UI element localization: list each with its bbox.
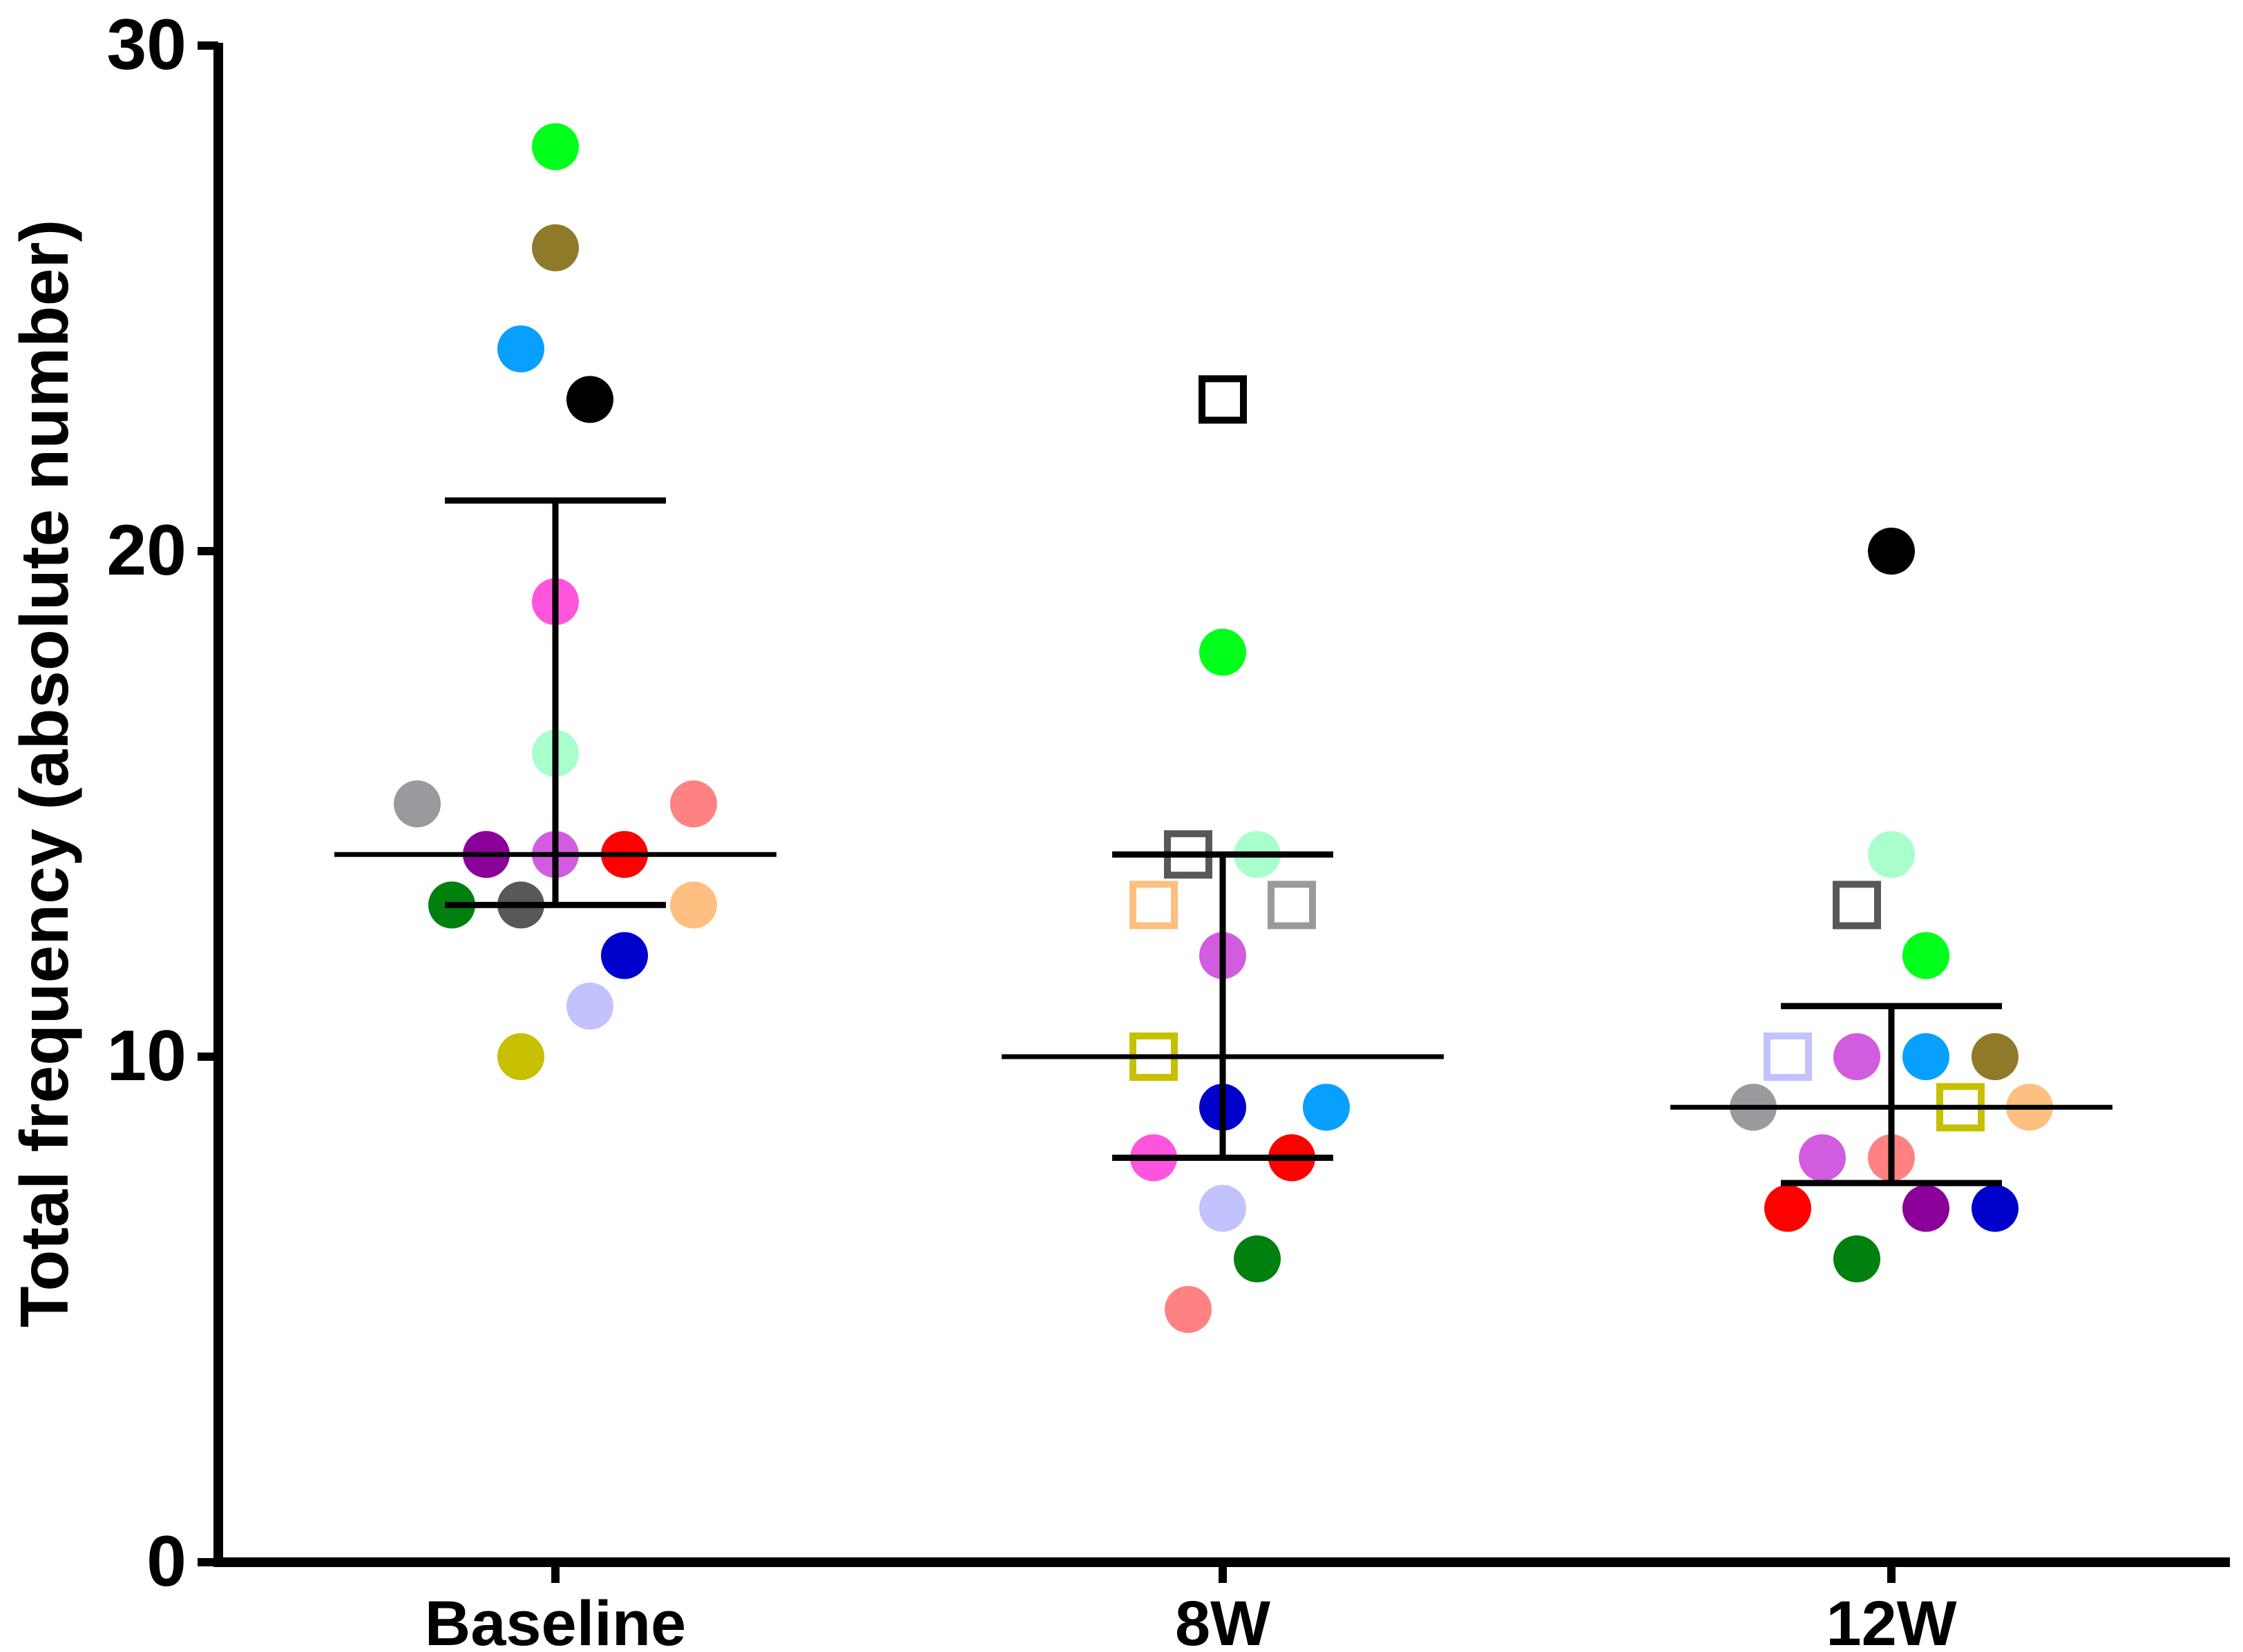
data-point: [394, 780, 441, 827]
data-point: [1165, 1286, 1212, 1333]
data-point-square: [1268, 881, 1316, 930]
y-tick-label: 20: [106, 510, 187, 590]
data-point: [1833, 1033, 1880, 1080]
data-point: [1868, 528, 1915, 575]
x-tick-label: 12W: [1826, 1588, 1956, 1652]
data-point: [601, 932, 648, 979]
data-point: [1764, 1184, 1811, 1232]
data-point: [1799, 1134, 1846, 1182]
data-point: [532, 224, 579, 271]
data-point: [670, 881, 717, 929]
data-point: [566, 376, 613, 423]
group-8w: [1002, 375, 1444, 1333]
y-axis-title: Total frequency (absolute number): [6, 220, 82, 1327]
data-point: [1868, 831, 1915, 878]
y-tick-label: 30: [106, 5, 187, 85]
data-point: [1902, 932, 1949, 979]
data-point-square: [1833, 881, 1881, 930]
data-point: [670, 780, 717, 827]
y-tick-label: 0: [146, 1521, 187, 1602]
data-point-square: [1199, 375, 1247, 424]
data-point: [566, 982, 613, 1030]
group-baseline: [334, 123, 776, 1080]
data-point: [1972, 1033, 2018, 1080]
group-12w: [1670, 528, 2112, 1283]
data-point: [497, 325, 544, 373]
data-point: [1199, 628, 1246, 676]
data-point-square: [1129, 881, 1178, 930]
data-point-square: [1764, 1032, 1812, 1081]
data-point: [497, 1033, 544, 1080]
data-point: [1972, 1184, 2018, 1232]
data-point: [1199, 1184, 1246, 1232]
x-tick-label: 8W: [1175, 1588, 1270, 1652]
data-point: [1902, 1033, 1949, 1080]
data-point: [532, 123, 579, 171]
x-tick-label: Baseline: [425, 1588, 686, 1652]
data-point: [1234, 1235, 1281, 1283]
data-point: [1902, 1184, 1949, 1232]
y-tick-label: 10: [106, 1016, 187, 1096]
data-point: [1833, 1235, 1880, 1283]
data-point: [1303, 1084, 1350, 1131]
